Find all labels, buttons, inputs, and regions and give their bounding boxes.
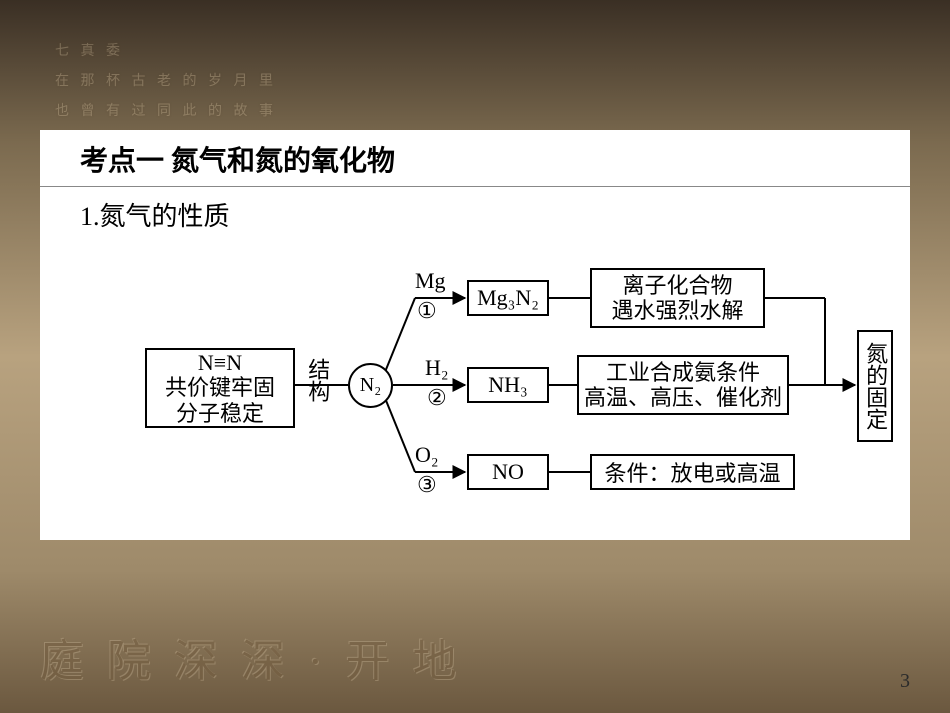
node-mg3n2: Mg₃N₂ — [467, 280, 549, 316]
page-title: 考点一 氮气和氮的氧化物 — [40, 145, 910, 179]
n2-line1: N≡N — [198, 350, 242, 375]
branch3-label: O₂ — [415, 442, 439, 468]
desc3-text: 条件：放电或高温 — [604, 456, 780, 488]
branch2-num: ② — [427, 385, 447, 411]
desc1-l1: 离子化合物 — [622, 273, 732, 298]
flowchart: N≡N 共价键牢固 分子稳定 结构 N₂ Mg ① H₂ ② O₂ ③ Mg₃N… — [145, 250, 915, 530]
node-desc2: 工业合成氨条件 高温、高压、催化剂 — [577, 355, 789, 415]
nh3-label: NH₃ — [488, 372, 527, 398]
desc2-l2: 高温、高压、催化剂 — [584, 385, 782, 410]
label-jiegou: 结构 — [305, 358, 327, 407]
node-no: NO — [467, 454, 549, 490]
jiegou-text: 结构 — [305, 358, 329, 402]
mg3n2-label: Mg₃N₂ — [477, 285, 539, 311]
desc2-l1: 工业合成氨条件 — [606, 360, 760, 385]
title-divider — [40, 186, 910, 187]
bg-line1: 七 真 委 — [55, 40, 124, 60]
branch1-num: ① — [417, 298, 437, 324]
content-area: 考点一 氮气和氮的氧化物 1.氮气的性质 — [40, 130, 910, 540]
bg-line2: 在 那 杯 古 老 的 岁 月 里 — [55, 70, 277, 90]
node-desc1: 离子化合物 遇水强烈水解 — [590, 268, 765, 328]
n2-label: N₂ — [360, 374, 381, 397]
branch3-num: ③ — [417, 472, 437, 498]
node-final: 氮的固定 — [857, 330, 893, 442]
bg-bottom-text: 庭 院 深 深 · 开 地 — [40, 625, 463, 689]
desc1-l2: 遇水强烈水解 — [611, 298, 743, 323]
page-number: 3 — [900, 670, 910, 693]
node-nh3: NH₃ — [467, 367, 549, 403]
node-n2: N₂ — [348, 363, 393, 408]
final-text: 氮的固定 — [863, 342, 887, 430]
node-desc3: 条件：放电或高温 — [590, 454, 795, 490]
bg-line3: 也 曾 有 过 同 此 的 故 事 — [55, 100, 277, 120]
n2-line3: 分子稳定 — [176, 401, 264, 426]
no-label: NO — [492, 459, 524, 485]
node-n2-structure: N≡N 共价键牢固 分子稳定 — [145, 348, 295, 428]
branch1-label: Mg — [415, 268, 446, 294]
subtitle: 1.氮气的性质 — [80, 196, 230, 233]
n2-line2: 共价键牢固 — [165, 375, 275, 400]
branch2-label: H₂ — [425, 355, 449, 381]
